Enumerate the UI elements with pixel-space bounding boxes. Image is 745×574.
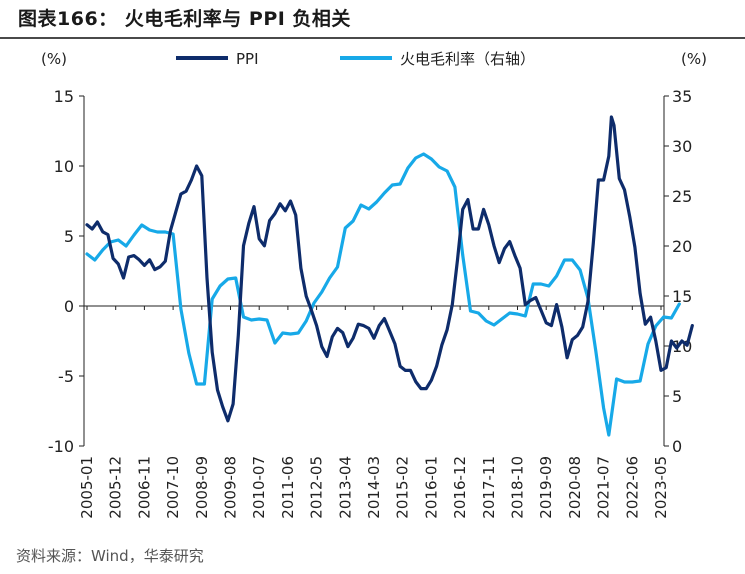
x-tick-label: 2013-04 — [336, 456, 354, 519]
x-tick-label: 2005-01 — [78, 456, 96, 519]
left-tick-label: 10 — [54, 157, 74, 176]
x-axis-ticks: 2005-01 2005-12 2006-11 2007-10 2008-09 2009-… — [78, 306, 670, 519]
legend-label-ppi: PPI — [236, 50, 259, 68]
right-tick-label: 5 — [672, 387, 682, 406]
legend-label-margin: 火电毛利率（右轴） — [400, 50, 535, 68]
left-tick-label: 5 — [64, 227, 74, 246]
right-tick-label: 20 — [672, 237, 692, 256]
left-axis-unit: (%) — [41, 50, 67, 68]
right-tick-label: 15 — [672, 287, 692, 306]
series-line-thermal-margin — [85, 152, 681, 437]
title-divider — [0, 37, 745, 39]
left-tick-label: -10 — [48, 437, 74, 456]
right-tick-label: 35 — [672, 87, 692, 106]
x-tick-label: 2007-10 — [164, 456, 182, 519]
series-line-ppi — [85, 115, 694, 423]
right-axis-unit: (%) — [681, 50, 707, 68]
x-tick-label: 2016-12 — [451, 456, 469, 519]
x-tick-label: 2015-02 — [394, 456, 412, 519]
x-tick-label: 2010-07 — [250, 456, 268, 519]
right-tick-label: 25 — [672, 187, 692, 206]
x-tick-label: 2012-05 — [308, 456, 326, 519]
left-axis-ticks: 15 10 5 0 -5 -10 — [48, 87, 84, 456]
x-tick-label: 2011-06 — [279, 456, 297, 519]
x-tick-label: 2018-10 — [509, 456, 527, 519]
left-tick-label: 0 — [64, 297, 74, 316]
x-tick-label: 2008-09 — [193, 456, 211, 519]
x-tick-label: 2014-03 — [365, 456, 383, 519]
left-tick-label: 15 — [54, 87, 74, 106]
x-tick-label: 2023-05 — [652, 456, 670, 519]
legend: PPI 火电毛利率（右轴） — [176, 50, 535, 68]
right-tick-label: 0 — [672, 437, 682, 456]
axes — [83, 96, 665, 446]
x-tick-label: 2022-06 — [623, 456, 641, 519]
right-tick-label: 30 — [672, 137, 692, 156]
x-tick-label: 2009-08 — [222, 456, 240, 519]
x-tick-label: 2006-11 — [135, 456, 153, 519]
x-tick-label: 2005-12 — [107, 456, 125, 519]
x-tick-label: 2017-11 — [480, 456, 498, 519]
x-tick-label: 2019-09 — [537, 456, 555, 519]
x-tick-label: 2021-07 — [595, 456, 613, 519]
figure-title: 图表166： 火电毛利率与 PPI 负相关 — [18, 8, 351, 30]
series-layer — [85, 115, 694, 437]
x-tick-label: 2016-01 — [422, 456, 440, 519]
source-note: 资料来源：Wind，华泰研究 — [16, 547, 204, 565]
x-tick-label: 2020-08 — [566, 456, 584, 519]
left-tick-label: -5 — [58, 367, 74, 386]
